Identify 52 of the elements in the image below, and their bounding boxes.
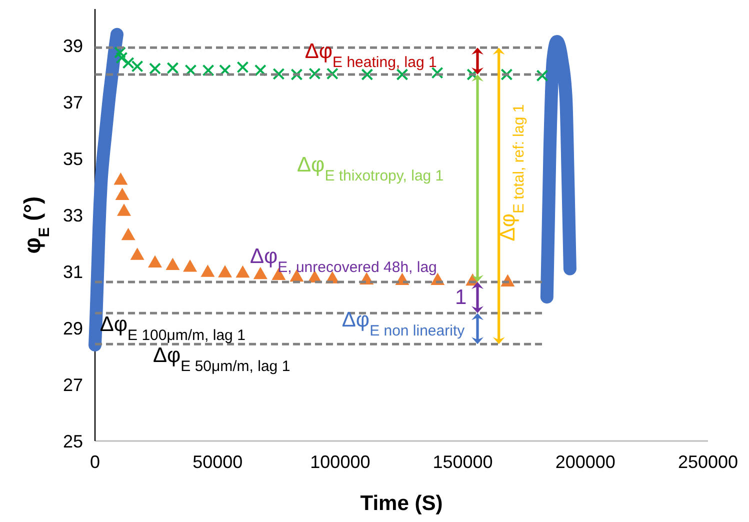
point: [122, 56, 134, 69]
x-tick-label: 50000: [192, 452, 243, 472]
point: [200, 264, 215, 277]
x-tick-label: 150000: [432, 452, 493, 472]
point: [308, 68, 321, 80]
point: [253, 266, 268, 280]
point: [431, 66, 444, 79]
x-tick-label: 100000: [310, 452, 370, 472]
x-tick-label: 250000: [678, 452, 738, 472]
point: [148, 255, 162, 268]
point: [114, 172, 128, 185]
annotation: Δφ$_{E thixotropy, lag 1}$: [297, 153, 444, 184]
point: [272, 68, 285, 80]
x-tick-label: 0: [90, 452, 100, 472]
point: [166, 62, 179, 74]
annotation: Δφ$_{E, unrecovered 48h, lag}$: [250, 245, 437, 276]
point: [130, 248, 144, 260]
annotation: Δφ$_{E 50μm/m, lag 1}$: [152, 344, 290, 374]
point: [536, 70, 548, 82]
point: [236, 61, 249, 74]
annotation: Δφ$_{E heating, lag 1}$: [304, 40, 437, 70]
point: [202, 64, 214, 76]
y-tick-label: 37: [62, 92, 83, 112]
point: [184, 64, 197, 76]
y-tick-label: 27: [62, 374, 83, 395]
point: [183, 260, 198, 272]
point: [219, 64, 232, 76]
annotation: Δφ$_{E non linearity}$: [342, 308, 466, 340]
y-tick-label: 39: [62, 36, 83, 56]
x-axis-title: Time (S): [360, 492, 443, 515]
point: [166, 258, 180, 270]
x-tick-label: 200000: [555, 452, 616, 472]
point: [236, 265, 250, 278]
point: [396, 68, 408, 81]
point: [116, 52, 128, 64]
point: [115, 188, 130, 200]
point: [290, 68, 303, 81]
point: [114, 46, 126, 58]
point: [254, 64, 266, 76]
point: [149, 62, 161, 75]
y-tick-label: 33: [62, 205, 83, 226]
point: [218, 265, 232, 278]
point: [500, 68, 513, 81]
y-tick-label: 29: [62, 318, 83, 338]
y-tick-label: 25: [62, 431, 83, 452]
point: [131, 60, 144, 72]
annotation: 1: [454, 286, 467, 310]
y-tick-label: 35: [62, 148, 83, 169]
point: [121, 228, 136, 240]
y-tick-label: 31: [62, 262, 83, 282]
point: [326, 68, 338, 80]
point: [117, 204, 132, 216]
